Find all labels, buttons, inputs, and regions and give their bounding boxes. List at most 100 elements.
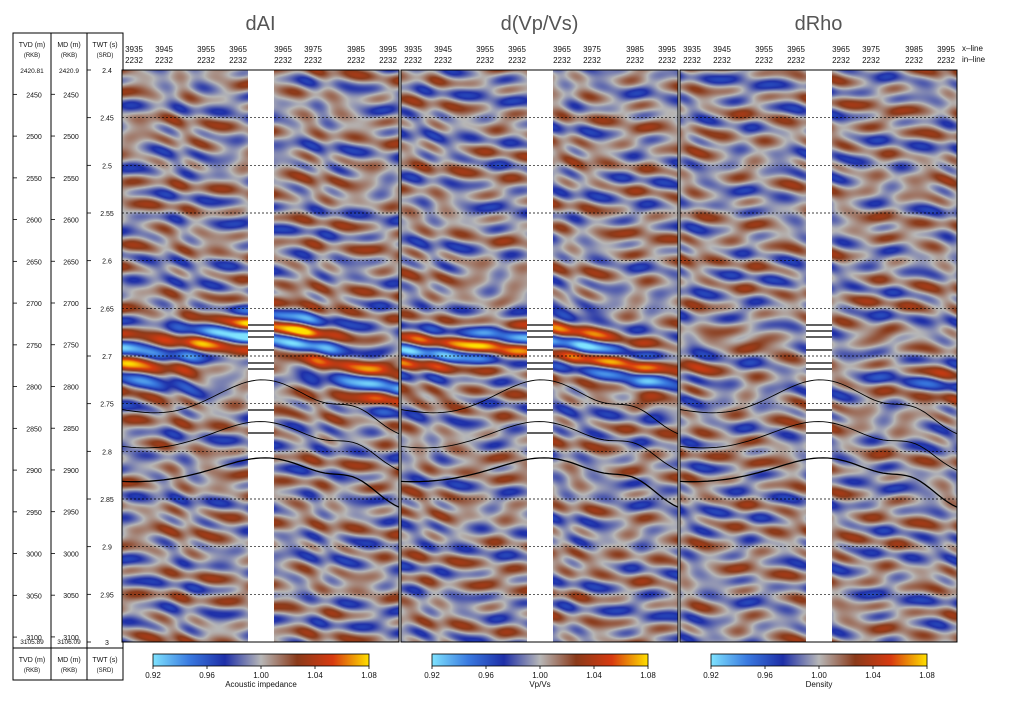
panel-frame: [121, 69, 400, 643]
twt-tick-label: 2.85: [100, 497, 114, 504]
colorbar-label: Acoustic impedance: [225, 680, 297, 689]
xline-tick-label: 3955: [755, 45, 773, 54]
md-bottom-label: 3106.09: [57, 639, 81, 646]
md-tick-label: 3100: [63, 635, 79, 642]
inline-tick-label: 2232: [787, 56, 805, 65]
colorbar-tick-label: 0.92: [145, 671, 161, 680]
well-gap: [806, 70, 832, 642]
panel-1: d(Vp/Vs) 3935 2232 3945 2232 3955 2232 3965 2232…: [400, 13, 679, 643]
xline-tick-label: 3965: [787, 45, 805, 54]
twt-tick-label: 2.9: [102, 545, 112, 552]
inline-tick-label: 2232: [155, 56, 173, 65]
colorbar-tick-label: 0.96: [757, 671, 773, 680]
colorbar-label: Vp/Vs: [529, 680, 550, 689]
well-gap: [248, 70, 274, 642]
tvd-top-label: 2420.81: [20, 68, 44, 75]
tvd-tick-label: 2900: [26, 468, 42, 475]
colorbar-tick-label: 1.04: [586, 671, 602, 680]
xline-axis-label: x–line: [962, 44, 983, 53]
md-tick-label: 2650: [63, 259, 79, 266]
xline-tick-label: 3985: [626, 45, 644, 54]
inline-tick-label: 2232: [583, 56, 601, 65]
colorbar-tick-label: 0.92: [424, 671, 440, 680]
panel-title: dRho: [795, 13, 843, 35]
tvd-tick-label: 2600: [26, 218, 42, 225]
inline-tick-label: 2232: [683, 56, 701, 65]
inline-tick-label: 2232: [832, 56, 850, 65]
colorbar-tick-label: 0.92: [703, 671, 719, 680]
horizon-line: [400, 421, 679, 471]
xline-tick-label: 3975: [304, 45, 322, 54]
inline-tick-label: 2232: [658, 56, 676, 65]
inline-tick-label: 2232: [476, 56, 494, 65]
inline-tick-label: 2232: [125, 56, 143, 65]
colorbar-0: 0.92 0.96 1.00 1.04 1.08 Acoustic impedance: [145, 653, 377, 689]
well-log-tracks: TVD (m) (RKB) TVD (m) (RKB) 2450 2500 2550 2600…: [12, 32, 124, 681]
md-tick-label: 3000: [63, 551, 79, 558]
md-tick-label: 2450: [63, 92, 79, 99]
panel-title: dAI: [245, 13, 275, 35]
tvd-tick-label: 3050: [26, 593, 42, 600]
inline-tick-label: 2232: [713, 56, 731, 65]
md-tick-label: 2950: [63, 510, 79, 517]
tvd-footer-sub: (RKB): [24, 668, 40, 674]
xline-tick-label: 3945: [713, 45, 731, 54]
md-tick-label: 3050: [63, 593, 79, 600]
md-footer-sub: (RKB): [61, 668, 77, 674]
colorbar-tick-label: 1.08: [919, 671, 935, 680]
twt-tick-label: 2.5: [102, 163, 112, 170]
xline-tick-label: 3985: [347, 45, 365, 54]
md-tick-label: 2900: [63, 468, 79, 475]
inline-tick-label: 2232: [404, 56, 422, 65]
panel-0: dAI 3935 2232 3945 2232 3955 2232 3965 2232 3965 2…: [121, 13, 400, 643]
tvd-tick-label: 2800: [26, 385, 42, 392]
inline-tick-label: 2232: [553, 56, 571, 65]
twt-tick-label: 2.6: [102, 259, 112, 266]
colorbar-tick-label: 1.08: [361, 671, 377, 680]
inline-tick-label: 2232: [347, 56, 365, 65]
twt-tick-label: 2.65: [100, 306, 114, 313]
panel-frame: [400, 69, 679, 643]
xline-tick-label: 3955: [197, 45, 215, 54]
md-header: MD (m): [57, 42, 80, 49]
twt-tick-label: 2.45: [100, 116, 114, 123]
xline-tick-label: 3965: [229, 45, 247, 54]
twt-footer: TWT (s): [92, 657, 117, 664]
xline-tick-label: 3995: [658, 45, 676, 54]
colorbar-fill: [152, 653, 370, 667]
inline-tick-label: 2232: [274, 56, 292, 65]
tvd-tick-label: 2850: [26, 426, 42, 433]
tvd-bottom-label: 3105.89: [20, 639, 44, 646]
colorbar-tick-label: 1.00: [253, 671, 269, 680]
twt-tick-label: 2.95: [100, 592, 114, 599]
colorbar-fill: [431, 653, 649, 667]
xline-tick-label: 3935: [125, 45, 143, 54]
well-gap: [527, 70, 553, 642]
tvd-tick-label: 2550: [26, 176, 42, 183]
tvd-tick-label: 2500: [26, 134, 42, 141]
inline-tick-label: 2232: [508, 56, 526, 65]
seismic-panels: dAI 3935 2232 3945 2232 3955 2232 3965 2232 3965 2…: [121, 13, 986, 643]
inline-tick-label: 2232: [862, 56, 880, 65]
xline-tick-label: 3995: [379, 45, 397, 54]
inline-tick-label: 2232: [755, 56, 773, 65]
xline-tick-label: 3945: [434, 45, 452, 54]
md-tick-label: 2850: [63, 426, 79, 433]
horizon-line: [679, 421, 958, 471]
tvd-header: TVD (m): [19, 42, 45, 49]
inline-axis-label: in–line: [962, 55, 986, 64]
twt-tick-label: 2.55: [100, 211, 114, 218]
tvd-tick-label: 3100: [26, 635, 42, 642]
colorbar-tick-label: 1.00: [532, 671, 548, 680]
md-tick-label: 2500: [63, 134, 79, 141]
colorbar-tick-label: 1.08: [640, 671, 656, 680]
xline-tick-label: 3965: [274, 45, 292, 54]
tvd-tick-label: 2750: [26, 343, 42, 350]
xline-tick-label: 3975: [862, 45, 880, 54]
twt-tick-label: 2.8: [102, 449, 112, 456]
xline-tick-label: 3945: [155, 45, 173, 54]
horizon-line: [121, 457, 400, 508]
tvd-footer: TVD (m): [19, 657, 45, 664]
colorbar-tick-label: 1.04: [865, 671, 881, 680]
